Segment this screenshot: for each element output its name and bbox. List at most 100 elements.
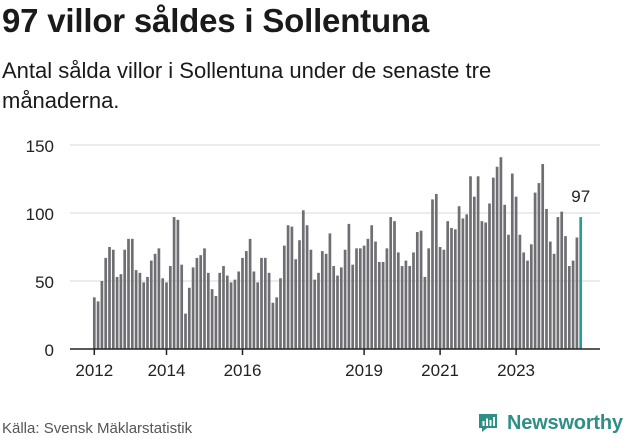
tick-labels: 0 50 100 150 97 2012 2014 2016 2019 2021 2023: [26, 137, 591, 380]
bar: [248, 238, 252, 349]
y-tick-label: 100: [26, 205, 54, 224]
bar: [366, 238, 370, 349]
bar: [552, 253, 556, 349]
bar: [134, 270, 138, 349]
bar: [488, 203, 491, 349]
bar: [328, 233, 332, 349]
bar: [282, 245, 286, 349]
bar: [571, 260, 575, 349]
bar: [442, 249, 446, 349]
bar: [374, 241, 377, 349]
x-tick-label: 2014: [148, 361, 186, 380]
bar: [222, 266, 225, 349]
bar: [165, 282, 168, 349]
bar: [541, 164, 545, 349]
bar: [244, 251, 248, 349]
x-tick-label: 2023: [497, 361, 535, 380]
bar: [480, 221, 484, 349]
bar: [377, 261, 381, 349]
bar: [537, 183, 541, 349]
bar: [450, 227, 453, 349]
chart-title: 97 villor såldes i Sollentuna: [2, 2, 430, 39]
bar: [472, 196, 476, 349]
bar: [393, 221, 396, 349]
bar: [157, 248, 161, 349]
bar: [290, 226, 294, 349]
bar: [241, 257, 244, 349]
bar: [332, 266, 336, 349]
bar: [168, 266, 172, 349]
bar: [522, 252, 526, 349]
bar: [396, 252, 400, 349]
bar: [104, 257, 108, 349]
bar: [518, 234, 522, 349]
bar: [427, 248, 431, 349]
bar: [389, 217, 393, 349]
bar: [184, 313, 187, 349]
bar: [355, 248, 358, 349]
highlight-value-label: 97: [571, 187, 590, 206]
bar: [408, 266, 412, 349]
bar: [339, 267, 343, 349]
bar: [123, 249, 127, 349]
bar: [358, 248, 362, 349]
bar: [111, 249, 115, 349]
bar: [526, 260, 529, 349]
bar: [556, 217, 560, 349]
bar: [567, 266, 571, 349]
bar: [400, 266, 404, 349]
bar: [514, 196, 518, 349]
bar: [130, 238, 134, 349]
bar: [195, 257, 199, 349]
bar: [457, 206, 461, 349]
bar: [301, 210, 305, 349]
bar: [146, 276, 149, 349]
bar: [237, 271, 241, 349]
bar: [438, 247, 442, 349]
bar: [503, 204, 507, 349]
newsworthy-icon: [479, 414, 497, 432]
bar: [279, 278, 282, 349]
bar: [491, 177, 495, 349]
bar: [218, 272, 222, 349]
bar: [385, 248, 389, 349]
bar-chart: 0 50 100 150 97 2012 2014 2016 2019 2021 2023: [26, 137, 600, 380]
bar: [275, 297, 279, 349]
bar: [298, 240, 301, 349]
bar: [225, 275, 229, 349]
bar: [199, 255, 203, 349]
brand-name: Newsworthy: [507, 411, 623, 434]
x-tick-label: 2012: [75, 361, 113, 380]
bar: [142, 282, 146, 349]
bar: [305, 225, 309, 349]
bar: [343, 249, 347, 349]
bar: [419, 230, 423, 349]
bar: [180, 264, 184, 349]
bar: [469, 176, 472, 349]
bar: [294, 259, 298, 349]
bar: [149, 260, 153, 349]
bar: [575, 237, 579, 349]
bar: [256, 282, 260, 349]
bar: [431, 199, 434, 349]
y-tick-label: 0: [45, 341, 54, 360]
bar: [309, 249, 313, 349]
bar: [210, 289, 214, 349]
bar: [404, 260, 408, 349]
bar: [317, 272, 320, 349]
bar: [153, 253, 157, 349]
x-tick-label: 2021: [421, 361, 459, 380]
chart-subtitle: Antal sålda villor i Sollentuna under de…: [2, 58, 492, 113]
bar: [214, 295, 218, 349]
bar: [260, 257, 263, 349]
bar: [347, 223, 351, 349]
bar: [286, 225, 290, 349]
newsworthy-logo[interactable]: Newsworthy: [476, 408, 623, 438]
x-tick-label: 2016: [224, 361, 262, 380]
bar: [370, 225, 374, 349]
bar: [191, 267, 195, 349]
bar: [187, 287, 191, 349]
bar: [206, 272, 210, 349]
bar: [548, 241, 552, 349]
bar: [96, 301, 100, 349]
